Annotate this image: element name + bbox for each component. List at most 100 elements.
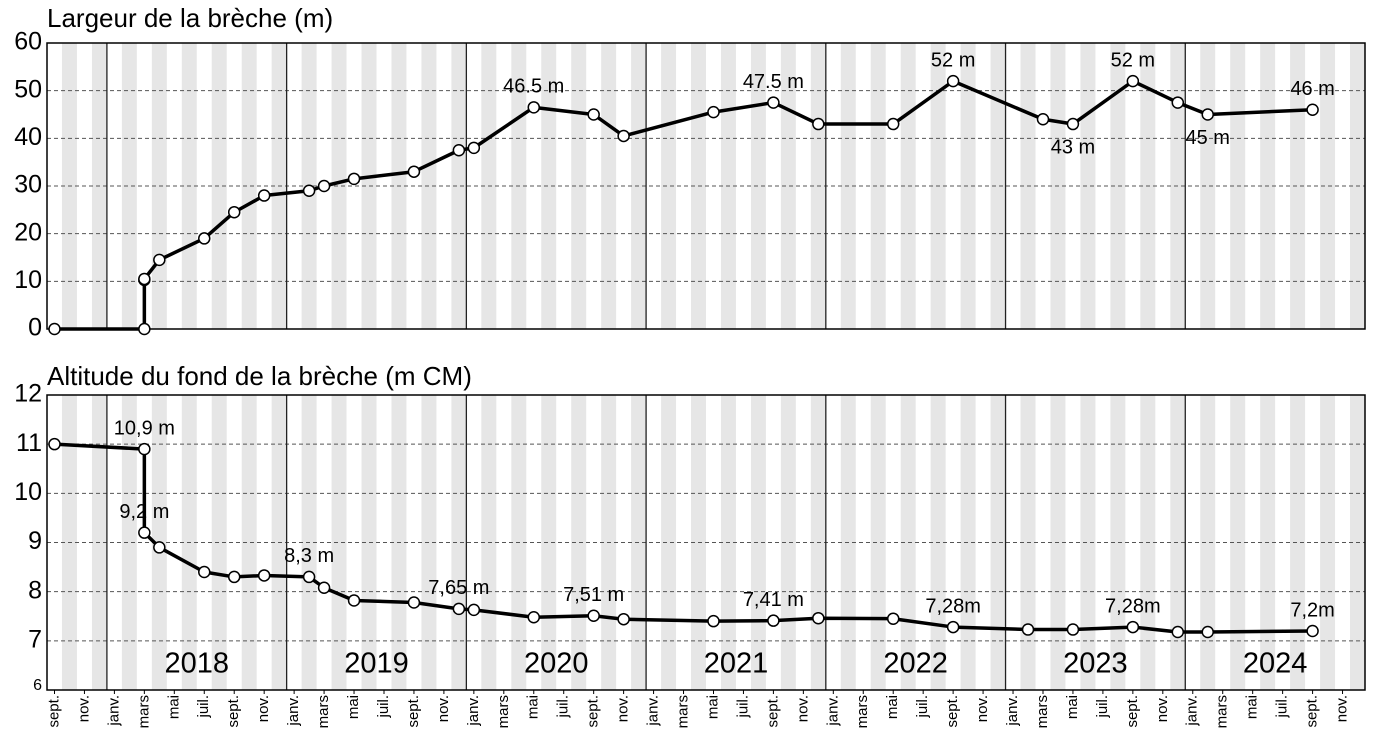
data-point bbox=[452, 602, 466, 616]
x-tick-label: mars bbox=[1214, 695, 1231, 728]
data-label: 45 m bbox=[1186, 127, 1230, 149]
month-stripe bbox=[750, 395, 766, 690]
data-point bbox=[1126, 74, 1140, 88]
month-stripe bbox=[211, 395, 227, 690]
y-tick-label: 7 bbox=[28, 625, 42, 653]
month-stripe bbox=[451, 43, 467, 329]
x-tick-label: mai bbox=[165, 695, 182, 719]
data-label: 52 m bbox=[931, 49, 975, 71]
data-point bbox=[138, 442, 151, 456]
data-point bbox=[302, 570, 316, 584]
year-label: 2022 bbox=[883, 648, 948, 680]
month-stripe bbox=[1200, 395, 1216, 690]
month-stripe bbox=[780, 43, 796, 329]
data-point bbox=[347, 172, 361, 186]
y-tick-label: 9 bbox=[28, 527, 42, 555]
data-label: 9,2 m bbox=[119, 501, 169, 523]
data-label: 7,2m bbox=[1290, 599, 1334, 621]
data-point bbox=[617, 129, 630, 143]
data-label: 43 m bbox=[1051, 136, 1095, 158]
x-tick-label: juil. bbox=[1274, 695, 1291, 719]
data-point bbox=[812, 117, 825, 131]
y-tick-label: 6 bbox=[33, 677, 42, 694]
x-tick-label: juil. bbox=[734, 695, 751, 719]
month-stripe bbox=[960, 395, 976, 690]
data-point bbox=[1126, 620, 1140, 634]
data-label: 7,28m bbox=[925, 595, 981, 617]
x-tick-label: janv. bbox=[824, 695, 841, 727]
x-tick-label: mars bbox=[315, 695, 332, 728]
month-stripe bbox=[870, 395, 886, 690]
x-tick-label: nov. bbox=[1154, 695, 1171, 722]
year-label: 2019 bbox=[344, 648, 409, 680]
month-stripe bbox=[331, 43, 347, 329]
data-point bbox=[527, 610, 541, 624]
data-point bbox=[1201, 108, 1214, 121]
x-tick-label: juil. bbox=[195, 695, 212, 719]
data-label: 47.5 m bbox=[743, 71, 804, 93]
data-point bbox=[707, 105, 720, 119]
month-stripe bbox=[121, 43, 137, 329]
data-point bbox=[302, 184, 316, 198]
data-point bbox=[227, 205, 241, 219]
month-stripe bbox=[211, 43, 227, 329]
data-point bbox=[1306, 624, 1319, 638]
data-point bbox=[48, 437, 61, 451]
data-label: 46.5 m bbox=[503, 76, 564, 98]
data-label: 8,3 m bbox=[284, 545, 334, 567]
x-tick-label: janv. bbox=[285, 695, 302, 727]
data-label: 52 m bbox=[1111, 49, 1155, 71]
x-tick-label: sept. bbox=[1124, 695, 1141, 728]
x-tick-label: nov. bbox=[974, 695, 991, 722]
data-point bbox=[153, 253, 166, 267]
x-tick-label: mars bbox=[854, 695, 871, 728]
x-tick-label: sept. bbox=[45, 695, 62, 728]
year-label: 2018 bbox=[165, 648, 230, 680]
y-tick-label: 0 bbox=[28, 314, 42, 342]
x-tick-label: juil. bbox=[375, 695, 392, 719]
data-point bbox=[138, 322, 151, 336]
x-tick-label: janv. bbox=[1184, 695, 1201, 727]
year-label: 2023 bbox=[1063, 648, 1128, 680]
data-point bbox=[153, 541, 166, 554]
x-tick-label: janv. bbox=[105, 695, 122, 727]
month-stripe bbox=[750, 43, 766, 329]
data-point bbox=[617, 612, 630, 626]
month-stripe bbox=[241, 43, 257, 329]
x-tick-label: sept. bbox=[585, 695, 602, 728]
data-point bbox=[467, 141, 481, 155]
x-tick-label: sept. bbox=[1304, 695, 1321, 728]
data-label: 7,41 m bbox=[743, 589, 804, 611]
x-tick-label: mai bbox=[884, 695, 901, 719]
data-point bbox=[946, 620, 960, 634]
x-tick-label: juil. bbox=[914, 695, 931, 719]
x-tick-label: mai bbox=[525, 695, 542, 719]
data-label: 7,65 m bbox=[428, 577, 489, 599]
data-point bbox=[767, 614, 780, 627]
data-line bbox=[54, 79, 1313, 331]
x-tick-label: mars bbox=[1034, 695, 1051, 728]
month-stripe bbox=[870, 43, 886, 329]
data-point bbox=[198, 232, 211, 245]
month-stripe bbox=[1290, 43, 1306, 329]
data-point bbox=[1171, 625, 1185, 639]
month-stripe bbox=[1110, 395, 1126, 690]
data-point bbox=[48, 322, 61, 336]
x-tick-label: nov. bbox=[75, 695, 92, 722]
data-point bbox=[467, 603, 481, 617]
data-point bbox=[1066, 623, 1080, 636]
year-label: 2024 bbox=[1243, 648, 1308, 680]
y-tick-label: 10 bbox=[14, 266, 42, 294]
month-stripe bbox=[1080, 395, 1096, 690]
chart-title: Altitude du fond de la brèche (m CM) bbox=[47, 361, 472, 391]
x-tick-label: janv. bbox=[465, 695, 482, 727]
month-stripe bbox=[661, 395, 677, 690]
data-point bbox=[1036, 113, 1050, 126]
x-tick-label: janv. bbox=[645, 695, 662, 727]
y-tick-label: 12 bbox=[14, 380, 42, 408]
data-point bbox=[886, 612, 900, 625]
month-stripe bbox=[1290, 395, 1306, 690]
data-point bbox=[1201, 625, 1214, 639]
year-label: 2020 bbox=[524, 648, 589, 680]
